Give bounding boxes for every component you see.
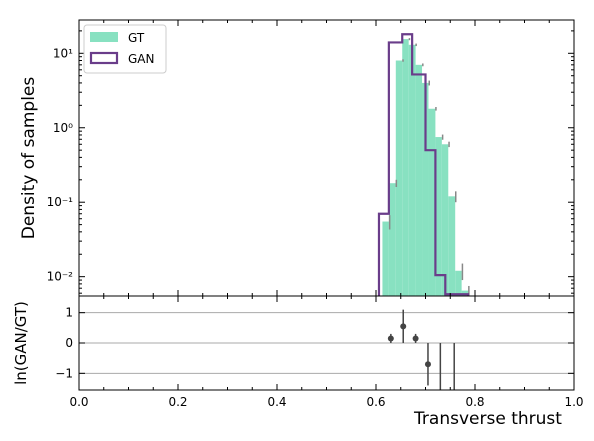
legend: GT GAN <box>83 24 167 74</box>
y-tick-label-ratio-1: 0 <box>65 336 73 350</box>
gt-bar-6 <box>422 82 429 296</box>
gt-bar-4 <box>408 44 416 296</box>
legend-swatch-gan <box>89 51 119 65</box>
ratio-panel: 1 0 −1 0.0 0.2 0.4 0.6 0.8 1.0 ln(GAN/GT) Transv… <box>12 295 584 429</box>
y-tick-label-main-3: 10¹ <box>53 46 73 60</box>
legend-label-gt: GT <box>128 31 145 45</box>
gt-bar-10 <box>448 196 456 296</box>
y-axis-label-main: Density of samples <box>19 77 39 240</box>
x-tick-label-4: 0.8 <box>465 395 484 409</box>
x-tick-label-0: 0.0 <box>69 395 88 409</box>
gt-bar-5 <box>415 64 423 296</box>
x-tick-label-2: 0.4 <box>267 395 286 409</box>
x-tick-label-3: 0.6 <box>366 395 385 409</box>
gt-bar-11 <box>455 270 462 296</box>
gt-bar-7 <box>428 108 436 296</box>
ratio-gridlines <box>79 312 574 374</box>
gt-bar-3 <box>402 39 409 296</box>
gt-series <box>382 39 469 297</box>
ratio-point-0 <box>387 335 394 342</box>
y-tick-label-main-0: 10⁻² <box>47 270 74 284</box>
ratio-point-1 <box>400 323 407 330</box>
gt-bar-0 <box>382 221 389 296</box>
ratio-points <box>387 309 455 390</box>
gan-step-line <box>377 33 470 296</box>
gt-bar-2 <box>395 60 403 297</box>
ratio-frame <box>78 295 575 391</box>
gt-bar-1 <box>388 183 396 296</box>
main-panel: 10⁻² 10⁻¹ 10⁰ 10¹ Density of samples <box>19 19 575 297</box>
x-tick-label-5: 1.0 <box>564 395 583 409</box>
y-axis-label-ratio: ln(GAN/GT) <box>12 301 30 385</box>
gt-error-bars <box>388 38 470 296</box>
legend-label-gan: GAN <box>128 52 154 66</box>
y-tick-label-main-1: 10⁻¹ <box>47 195 74 209</box>
y-tick-label-ratio-0: 1 <box>65 306 73 320</box>
x-axis-label: Transverse thrust <box>413 409 562 429</box>
gt-bar-8 <box>435 137 442 296</box>
y-tick-label-main-2: 10⁰ <box>53 121 73 135</box>
x-tick-label-1: 0.2 <box>168 395 187 409</box>
ratio-point-2 <box>412 335 419 342</box>
legend-swatch-gt <box>90 32 118 42</box>
y-tick-label-ratio-2: −1 <box>55 366 73 380</box>
gt-bar-9 <box>441 144 449 296</box>
ratio-point-3 <box>424 361 431 368</box>
